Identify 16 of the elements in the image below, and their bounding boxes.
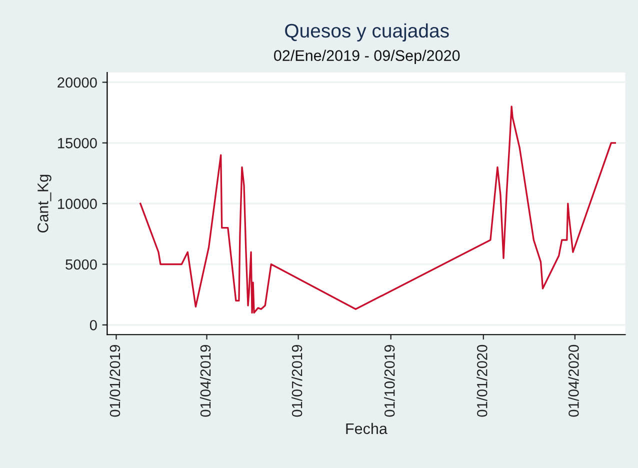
line-series <box>140 106 616 314</box>
x-axis-title: Fecha <box>346 422 388 434</box>
chart-title: Quesos y cuajadas <box>285 23 449 42</box>
y-tick-label: 15000 <box>58 138 97 148</box>
y-tick-label: 20000 <box>58 77 97 88</box>
x-tick-label: 01/04/2020 <box>568 344 579 417</box>
x-tick-label: 01/10/2019 <box>384 345 395 417</box>
chart-subtitle: 02/Ene/2019 - 09/Sep/2020 <box>274 50 460 64</box>
y-tick-label: 0 <box>90 320 97 330</box>
x-tick-label: 01/04/2019 <box>200 345 211 417</box>
y-axis-title: Cant_Kg <box>38 174 52 233</box>
x-tick-label: 01/07/2019 <box>292 345 302 417</box>
x-tick-label: 01/01/2020 <box>476 344 488 417</box>
y-tick-label: 5000 <box>66 259 97 270</box>
y-tick-label: 10000 <box>58 198 97 210</box>
x-tick-label: 01/01/2019 <box>109 345 120 417</box>
